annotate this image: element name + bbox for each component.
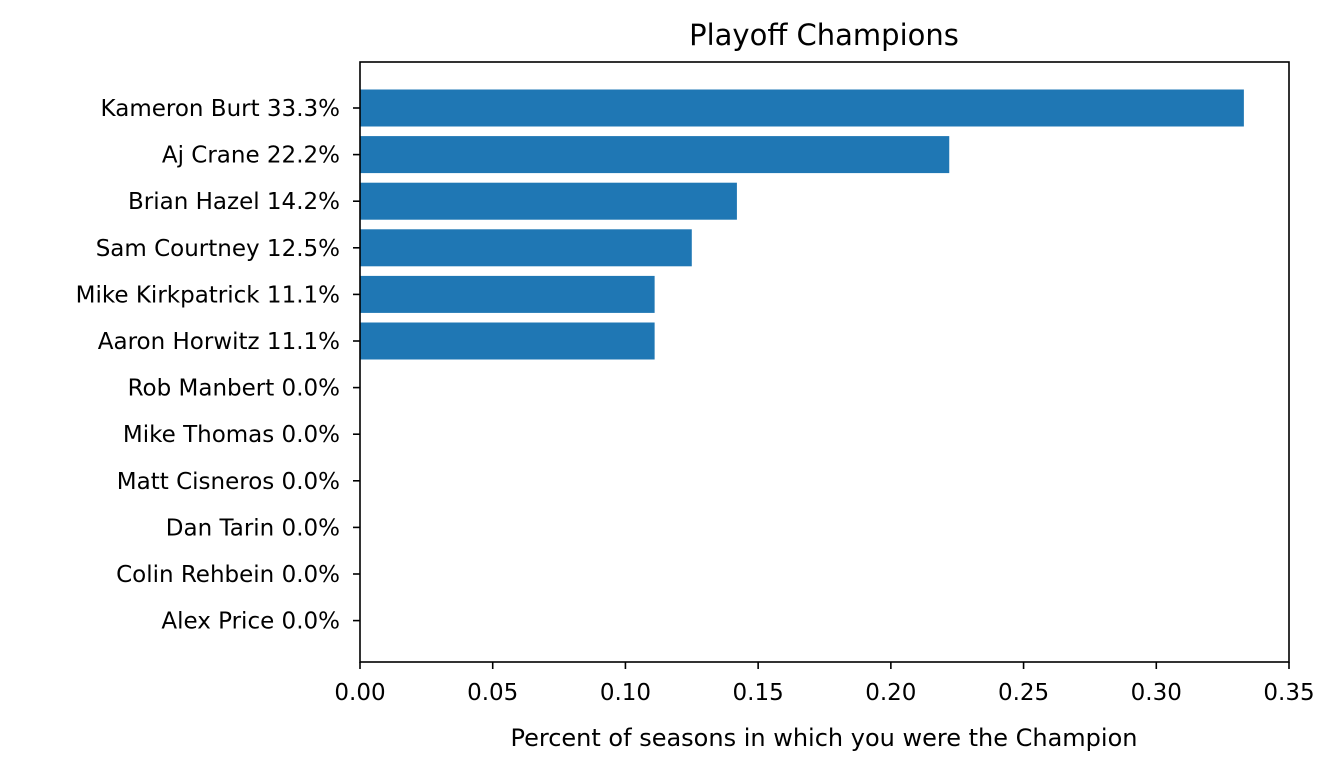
y-tick-label: Aaron Horwitz 11.1% [98,329,340,355]
y-tick-label: Mike Thomas 0.0% [123,422,340,448]
bar [360,89,1244,127]
bar [360,322,655,360]
x-tick-label: 0.35 [1263,680,1314,706]
y-axis-ticks: Kameron Burt 33.3% Aj Crane 22.2% Brian Ha… [76,96,360,635]
bar [360,182,737,220]
y-tick-label: Matt Cisneros 0.0% [117,469,340,495]
y-tick-label: Rob Manbert 0.0% [128,376,340,402]
y-tick-label: Mike Kirkpatrick 11.1% [76,282,340,308]
bar [360,136,950,174]
y-tick-label: Alex Price 0.0% [161,609,340,635]
x-axis-ticks: 0.00 0.05 0.10 0.15 0.20 0.25 0.30 0.35 [334,662,1315,706]
plot-frame [359,61,1290,663]
x-tick-label: 0.10 [600,680,651,706]
y-tick-label: Colin Rehbein 0.0% [116,562,340,588]
y-tick-label: Brian Hazel 14.2% [128,189,340,215]
y-tick-label: Sam Courtney 12.5% [96,236,340,262]
x-tick-label: 0.00 [334,680,385,706]
x-tick-label: 0.15 [733,680,784,706]
x-tick-label: 0.05 [467,680,518,706]
x-axis-label: Percent of seasons in which you were the… [511,724,1138,752]
y-tick-label: Dan Tarin 0.0% [166,515,340,541]
bar [360,275,655,313]
bars [360,89,1244,360]
bar [360,229,692,267]
y-tick-label: Kameron Burt 33.3% [101,96,340,122]
x-tick-label: 0.30 [1131,680,1182,706]
chart-title: Playoff Champions [689,18,959,52]
x-tick-label: 0.20 [865,680,916,706]
x-tick-label: 0.25 [998,680,1049,706]
y-tick-label: Aj Crane 22.2% [162,143,340,169]
